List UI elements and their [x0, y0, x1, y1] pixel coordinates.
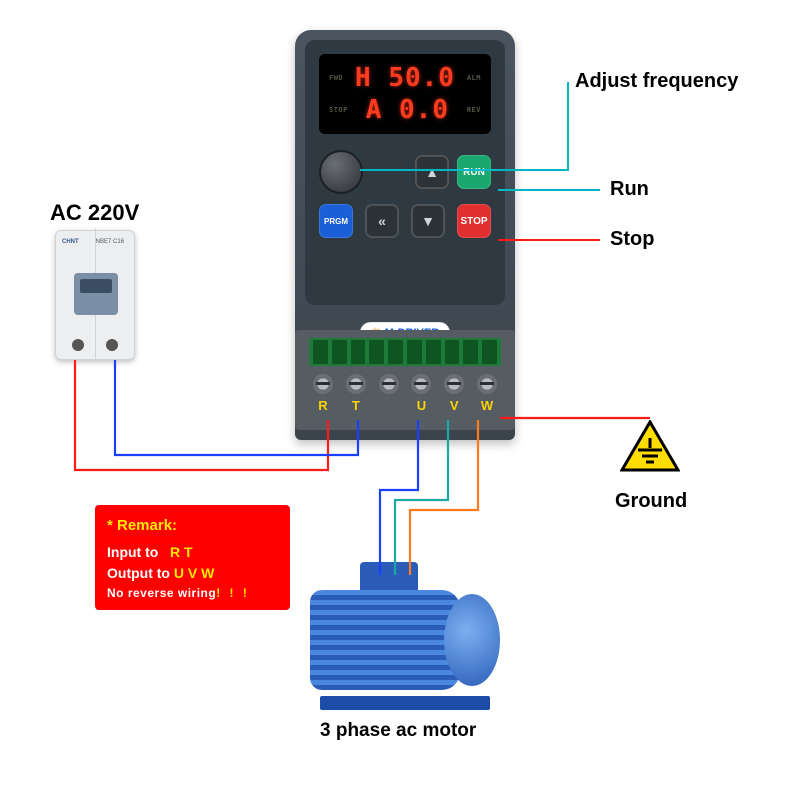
terminal-label-R: R: [313, 398, 333, 413]
remark-input-terms: R T: [170, 544, 193, 560]
run-button[interactable]: RUN: [457, 155, 491, 189]
chevron-down-icon: ▼: [421, 213, 435, 229]
breaker-model: NBE7 C16: [96, 239, 124, 245]
remark-box: * Remark: Input to R T Output to U V W N…: [95, 505, 290, 610]
breaker-terminal-1: [72, 339, 84, 351]
ground-symbol: [620, 420, 680, 481]
down-button[interactable]: ▼: [411, 204, 445, 238]
remark-warn: No reverse wiring: [107, 586, 216, 600]
stop-button[interactable]: STOP: [457, 204, 491, 238]
remark-title: * Remark:: [107, 515, 278, 538]
remark-output-terms: U V W: [174, 565, 214, 581]
back-button[interactable]: «: [365, 204, 399, 238]
breaker-brand: CHNT: [62, 239, 79, 245]
label-adjust-freq: Adjust frequency: [575, 70, 738, 93]
label-ground: Ground: [615, 490, 687, 513]
led-alm: ALM: [467, 74, 481, 82]
power-terminals: [303, 374, 507, 394]
terminal-block: R T . U V W: [295, 330, 515, 430]
label-motor: 3 phase ac motor: [320, 720, 476, 742]
terminal-label-V: V: [444, 398, 464, 413]
label-stop: Stop: [610, 228, 654, 251]
terminal-label-W: W: [477, 398, 497, 413]
breaker-toggle: [74, 273, 118, 315]
remark-output-label: Output to: [107, 565, 170, 581]
terminal-label-U: U: [411, 398, 431, 413]
label-run: Run: [610, 178, 649, 201]
led-rev: REV: [467, 106, 481, 114]
terminal-label-T: T: [346, 398, 366, 413]
breaker-terminal-2: [106, 339, 118, 351]
prgm-button[interactable]: PRGM: [319, 204, 353, 238]
display-line-1: H 50.0: [355, 63, 455, 93]
back-icon: «: [378, 213, 386, 229]
remark-bangs: ! ! !: [216, 586, 250, 600]
vfd-face: FWD H 50.0 ALM STOP A 0.0 REV ▲ RUN PRG: [305, 40, 505, 305]
vfd-display: FWD H 50.0 ALM STOP A 0.0 REV: [319, 54, 491, 134]
remark-input-label: Input to: [107, 544, 158, 560]
label-ac-input: AC 220V: [50, 200, 139, 226]
led-fwd: FWD: [329, 74, 343, 82]
frequency-knob[interactable]: [319, 150, 363, 194]
ac-motor: [290, 560, 540, 710]
display-line-2: A 0.0: [366, 95, 449, 125]
chevron-up-icon: ▲: [425, 164, 439, 180]
up-button[interactable]: ▲: [415, 155, 449, 189]
led-stop: STOP: [329, 106, 348, 114]
terminal-label-blank: .: [379, 398, 399, 413]
control-terminals: [309, 338, 501, 366]
vfd-device: FWD H 50.0 ALM STOP A 0.0 REV ▲ RUN PRG: [295, 30, 515, 440]
circuit-breaker: CHNT NBE7 C16: [55, 230, 135, 360]
